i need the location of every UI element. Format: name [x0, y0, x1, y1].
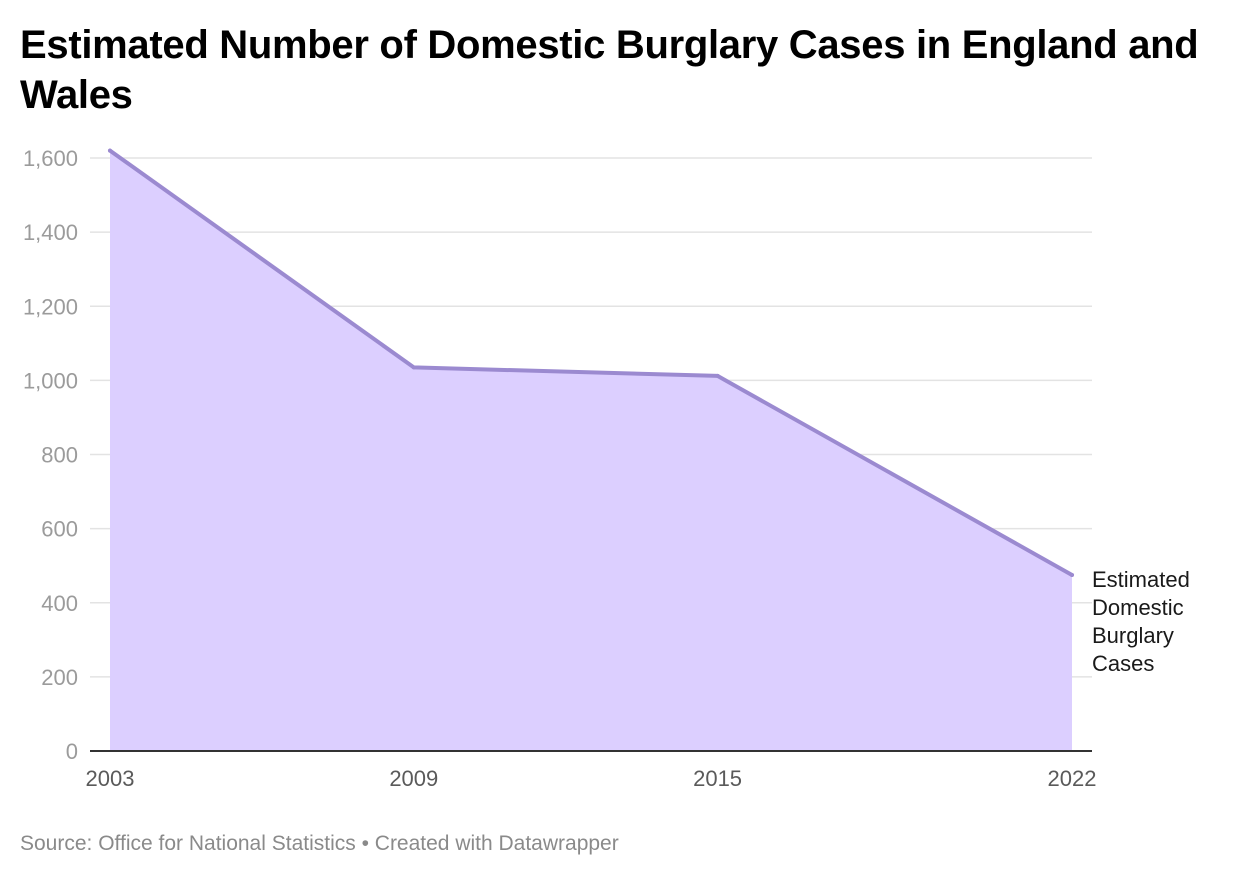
- data-point-2015: [715, 373, 720, 378]
- y-tick-label: 1,600: [23, 146, 78, 171]
- y-tick-label: 600: [41, 517, 78, 542]
- y-tick-label: 0: [66, 739, 78, 764]
- y-tick-label: 800: [41, 443, 78, 468]
- data-point-2009: [411, 365, 416, 370]
- series-label: Estimated Domestic Burglary Cases: [1092, 567, 1190, 676]
- x-tick-label: 2015: [693, 766, 742, 791]
- series-area: [110, 150, 1072, 751]
- x-tick-label: 2003: [86, 766, 135, 791]
- series-label-line: Burglary: [1092, 623, 1174, 648]
- source-note: Source: Office for National Statistics •…: [20, 832, 619, 855]
- data-point-2003: [108, 148, 112, 153]
- series-label-line: Domestic: [1092, 595, 1184, 620]
- y-tick-label: 200: [41, 665, 78, 690]
- chart-title: Estimated Number of Domestic Burglary Ca…: [20, 23, 1199, 117]
- y-tick-label: 1,200: [23, 294, 78, 319]
- series-labels: Estimated Domestic Burglary Cases: [1092, 567, 1190, 676]
- area-layer: [108, 148, 1074, 751]
- data-point-2022: [1070, 572, 1074, 577]
- axes: 0 200 400 600 800 1,000 1,200 1,400 1,600 2003 200…: [23, 146, 1097, 791]
- x-tick-label: 2009: [389, 766, 438, 791]
- series-label-line: Estimated: [1092, 567, 1190, 592]
- series-line: [108, 148, 1074, 577]
- x-tick-label: 2022: [1048, 766, 1097, 791]
- y-tick-label: 1,400: [23, 220, 78, 245]
- y-tick-label: 400: [41, 591, 78, 616]
- y-tick-label: 1,000: [23, 368, 78, 393]
- series-label-line: Cases: [1092, 651, 1154, 676]
